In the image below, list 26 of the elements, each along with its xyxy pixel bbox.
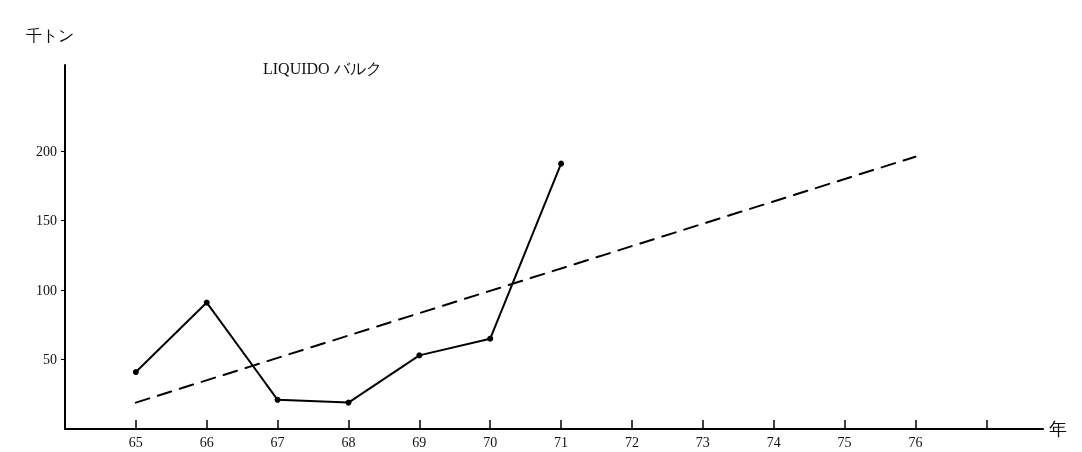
x-tick-label: 68 [341,434,356,450]
y-axis-title: 千トン [26,26,74,44]
y-tick-label: 50 [43,352,57,368]
x-tick-label: 73 [695,434,710,450]
y-tick-label: 150 [36,213,57,229]
x-tick-label: 67 [270,434,285,450]
chart-title: LIQUIDO バルク [263,59,382,77]
point [558,160,565,167]
x-tick-label: 72 [624,434,639,450]
x-axis-title: 年 [1049,419,1067,439]
x-tick-label: 69 [412,434,427,450]
point [345,399,352,406]
point [203,299,210,306]
x-tick-label: 75 [837,434,852,450]
y-tick-label: 200 [36,143,57,159]
point [132,369,139,376]
x-tick-label: 70 [483,434,498,450]
point [416,352,423,359]
x-tick-label: 65 [128,434,143,450]
point [487,335,494,342]
x-tick-label: 76 [908,434,923,450]
y-tick-label: 100 [36,282,57,298]
x-tick-label: 74 [766,434,781,450]
x-tick-label: 66 [199,434,214,450]
x-tick-label: 71 [554,434,569,450]
point [274,396,281,403]
